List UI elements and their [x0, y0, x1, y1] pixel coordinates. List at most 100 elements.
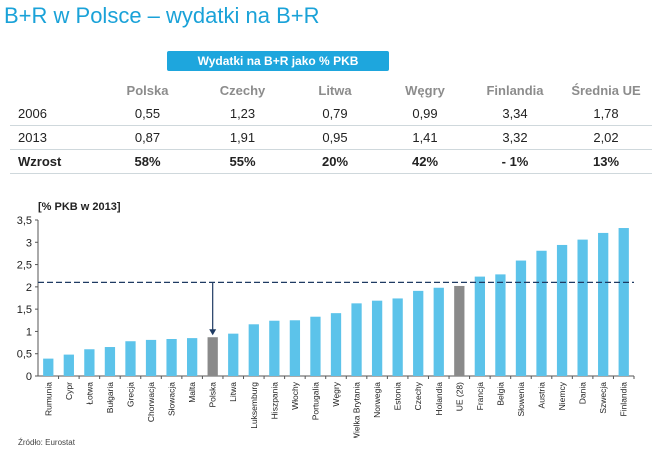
- bar: [433, 287, 444, 376]
- bar: [248, 324, 259, 376]
- x-tick-label: Cypr: [64, 382, 74, 400]
- x-tick-label: Bułgaria: [105, 382, 115, 413]
- table-cell: 58%: [100, 149, 195, 174]
- y-tick-label: 2: [26, 282, 32, 294]
- x-tick-label: Belgia: [495, 382, 505, 406]
- y-tick-label: 1,5: [17, 304, 32, 316]
- bar: [371, 300, 383, 376]
- header-cell: Finlandia: [486, 82, 544, 98]
- x-tick-label: Niemcy: [557, 381, 567, 410]
- table-row-growth: Wzrost 58% 55% 20% 42% - 1% 13%: [10, 149, 652, 174]
- bar-chart: [% PKB w 2013] 0 0,5 1 1,5 2 2,5 3 3,5 Rumunia Cyp…: [17, 201, 635, 438]
- x-tick-label: Malta: [187, 382, 197, 403]
- bar: [166, 339, 177, 376]
- x-tick-label: Dania: [578, 382, 588, 404]
- x-tick-label: Węgry: [331, 381, 341, 406]
- table-cell: 13%: [560, 149, 652, 174]
- bar: [598, 232, 609, 376]
- row-label: 2006: [18, 106, 47, 121]
- header-cell: Węgry: [405, 82, 445, 98]
- table-cell: 2,02: [560, 125, 652, 150]
- y-tick-label: 1: [26, 326, 32, 338]
- table-header-row: Polska Czechy Litwa Węgry Finlandia Śred…: [10, 78, 652, 102]
- source-note: Źródło: Eurostat: [18, 438, 75, 447]
- bar: [43, 358, 54, 376]
- x-tick-label: Słowacja: [167, 382, 177, 416]
- header-cell: Litwa: [318, 82, 352, 98]
- x-tick-label: Hiszpania: [269, 382, 279, 420]
- table-cell: 1,41: [380, 125, 470, 150]
- table-row: 2013 0,87 1,91 0,95 1,41 3,32 2,02: [10, 125, 652, 150]
- bar: [556, 244, 568, 376]
- table-cell: 42%: [380, 149, 470, 174]
- x-tick-label: Włochy: [290, 381, 300, 410]
- table-cell: 0,87: [100, 125, 195, 150]
- y-tick-label: 2,5: [17, 260, 32, 272]
- header-cell: Średnia UE: [571, 82, 641, 98]
- bar: [330, 313, 342, 376]
- table-cell: - 1%: [470, 149, 560, 174]
- table-cell: 3,32: [470, 125, 560, 150]
- x-tick-label: Francja: [475, 382, 485, 411]
- x-tick-label: Słowenia: [516, 382, 526, 417]
- x-tick-label: Norwegia: [372, 382, 382, 418]
- x-tick-label: Polska: [208, 382, 218, 408]
- x-tick-label: Holandia: [434, 382, 444, 416]
- table-cell: 55%: [195, 149, 290, 174]
- bar: [392, 298, 403, 376]
- y-axis-label: [% PKB w 2013]: [38, 201, 121, 213]
- table-cell: 0,55: [134, 106, 161, 121]
- row-label: 2013: [10, 125, 100, 150]
- bar: [104, 347, 116, 376]
- header-cell: Czechy: [219, 82, 266, 98]
- bar: [413, 290, 424, 376]
- bar: [228, 333, 239, 376]
- x-tick-label: Wielka Brytania: [352, 382, 362, 438]
- table-cell: 1,78: [593, 106, 619, 121]
- bar: [269, 320, 280, 376]
- row-label: Wzrost: [10, 149, 100, 174]
- table-cell: 0,99: [412, 106, 438, 121]
- table-cell: 1,23: [229, 106, 256, 121]
- table-cell: 20%: [290, 149, 380, 174]
- bar: [125, 341, 136, 376]
- bar: [145, 339, 157, 376]
- bar: [618, 228, 629, 376]
- bar: [536, 250, 547, 376]
- x-tick-label: Rumunia: [43, 382, 53, 416]
- y-tick-label: 0,5: [17, 349, 32, 361]
- bar: [207, 337, 218, 376]
- header-cell-empty: [10, 78, 100, 102]
- bar: [495, 274, 506, 376]
- x-tick-label: Chorwacja: [146, 382, 156, 422]
- bar: [351, 303, 362, 376]
- x-tick-label: Luksemburg: [249, 382, 259, 429]
- bar: [289, 320, 301, 376]
- y-tick-label: 3,5: [17, 215, 32, 227]
- bar: [63, 354, 74, 376]
- header-cell: Polska: [126, 82, 169, 98]
- x-tick-label: Czechy: [413, 381, 423, 410]
- table-cell: 3,34: [502, 106, 528, 121]
- x-tick-label: Litwa: [228, 382, 238, 402]
- bar: [310, 316, 321, 376]
- bar: [474, 276, 485, 376]
- y-tick-label: 0: [26, 371, 32, 383]
- x-tick-label: Estonia: [393, 382, 403, 411]
- x-tick-label: Grecja: [125, 382, 135, 407]
- x-tick-label: Austria: [537, 382, 547, 409]
- bar: [577, 239, 588, 376]
- table-cell: 0,95: [290, 125, 380, 150]
- page-title: B+R w Polsce – wydatki na B+R: [4, 3, 320, 28]
- y-tick-label: 3: [26, 237, 32, 249]
- table-banner: Wydatki na B+R jako % PKB: [167, 51, 389, 71]
- bar: [187, 338, 198, 376]
- bar: [454, 285, 465, 376]
- arrow-head: [209, 329, 217, 336]
- table-row: 2006 0,55 1,23 0,79 0,99 3,34 1,78: [10, 102, 652, 126]
- x-tick-label: Portugalia: [310, 382, 320, 421]
- table-cell: 0,79: [322, 106, 348, 121]
- table-cell: 1,91: [195, 125, 290, 150]
- stats-table: Polska Czechy Litwa Węgry Finlandia Śred…: [10, 78, 652, 174]
- x-tick-label: Finlandia: [619, 382, 629, 417]
